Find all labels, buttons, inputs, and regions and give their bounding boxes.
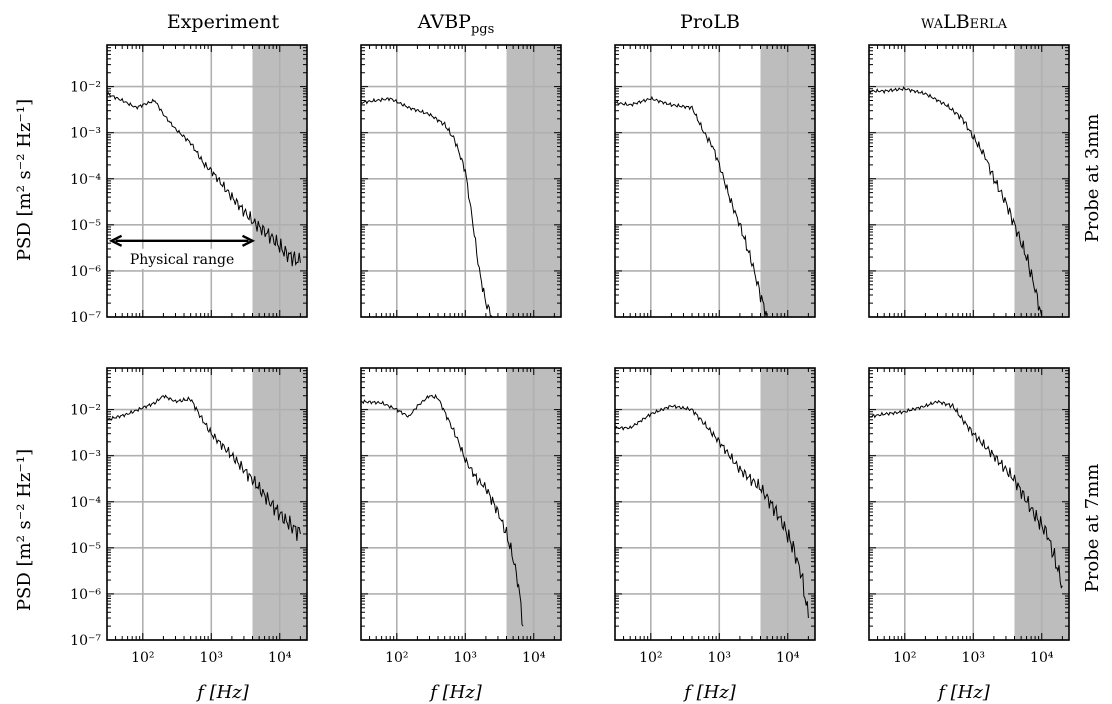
y-tick-label: 10⁻⁶ bbox=[70, 264, 101, 280]
y-tick-label: 10⁻⁶ bbox=[70, 587, 101, 603]
x-tick-label: 10³ bbox=[200, 650, 223, 666]
x-axis-label-3: f [Hz] bbox=[682, 682, 737, 703]
x-tick-label: 10⁴ bbox=[268, 650, 292, 666]
y-tick-label: 10⁻⁷ bbox=[70, 310, 101, 326]
panel-experiment-7mm: 10⁻⁷ 10⁻⁶ 10⁻⁵ 10⁻⁴ 10⁻³ 10⁻² 10² 10³ 10⁴ bbox=[70, 367, 308, 666]
psd-series-line bbox=[360, 393, 524, 627]
psd-series-line bbox=[106, 394, 301, 541]
y-tick-label: 10⁻² bbox=[70, 80, 101, 96]
y-tick-label: 10⁻² bbox=[70, 403, 101, 419]
y-tick-label: 10⁻⁷ bbox=[70, 633, 101, 649]
panel-walberla-7mm: 10² 10³ 10⁴ bbox=[868, 367, 1070, 666]
x-tick-label: 10² bbox=[893, 650, 916, 666]
x-tick-label: 10⁴ bbox=[522, 650, 546, 666]
panel-avbp-7mm: 10² 10³ 10⁴ bbox=[360, 367, 562, 666]
y-tick-label: 10⁻³ bbox=[70, 126, 101, 142]
panel-experiment-3mm: 10⁻⁷ 10⁻⁶ 10⁻⁵ 10⁻⁴ 10⁻³ 10⁻² Physical range bbox=[70, 44, 308, 326]
x-tick-label: 10³ bbox=[962, 650, 985, 666]
y-tick-label: 10⁻⁵ bbox=[70, 541, 101, 557]
column-title-experiment: Experiment bbox=[167, 11, 280, 33]
y-axis-label-bottom: PSD [m² s⁻² Hz⁻¹] bbox=[14, 449, 35, 611]
psd-series-line bbox=[868, 85, 1043, 318]
physical-range-label: Physical range bbox=[130, 252, 234, 268]
y-axis-label-top: PSD [m² s⁻² Hz⁻¹] bbox=[14, 99, 35, 261]
y-tick-label: 10⁻⁵ bbox=[70, 218, 101, 234]
arrow-head-left bbox=[108, 234, 123, 247]
x-tick-label: 10² bbox=[639, 650, 662, 666]
x-tick-label: 10⁴ bbox=[776, 650, 800, 666]
x-axis-label-1: f [Hz] bbox=[195, 682, 250, 703]
annotation-background bbox=[116, 248, 249, 269]
column-title-avbp: AVBPpgs bbox=[417, 11, 495, 37]
x-tick-label: 10² bbox=[131, 650, 154, 666]
psd-series-line bbox=[614, 404, 809, 619]
panel-avbp-3mm bbox=[360, 44, 562, 318]
psd-series-line bbox=[868, 399, 1063, 589]
psd-series-line bbox=[614, 95, 768, 318]
column-title-walberla: waLBerla bbox=[921, 11, 1008, 33]
x-tick-label: 10³ bbox=[708, 650, 731, 666]
y-tick-label: 10⁻⁴ bbox=[70, 495, 101, 511]
x-tick-label: 10² bbox=[385, 650, 408, 666]
panel-prolb-7mm: 10² 10³ 10⁴ bbox=[614, 367, 816, 666]
x-axis-label-4: f [Hz] bbox=[936, 682, 991, 703]
row-label-7mm: Probe at 7mm bbox=[1082, 464, 1103, 593]
y-tick-label: 10⁻³ bbox=[70, 449, 101, 465]
x-tick-label: 10⁴ bbox=[1030, 650, 1054, 666]
arrow-head-right bbox=[241, 234, 256, 247]
panel-walberla-3mm bbox=[868, 44, 1070, 318]
column-title-prolb: ProLB bbox=[680, 11, 740, 33]
y-tick-label: 10⁻⁴ bbox=[70, 172, 101, 188]
row-label-3mm: Probe at 3mm bbox=[1082, 114, 1103, 243]
x-axis-label-2: f [Hz] bbox=[428, 682, 483, 703]
x-tick-label: 10³ bbox=[454, 650, 477, 666]
psd-series-line bbox=[360, 97, 493, 318]
panel-prolb-3mm bbox=[614, 44, 816, 318]
psd-series-line bbox=[106, 91, 301, 267]
